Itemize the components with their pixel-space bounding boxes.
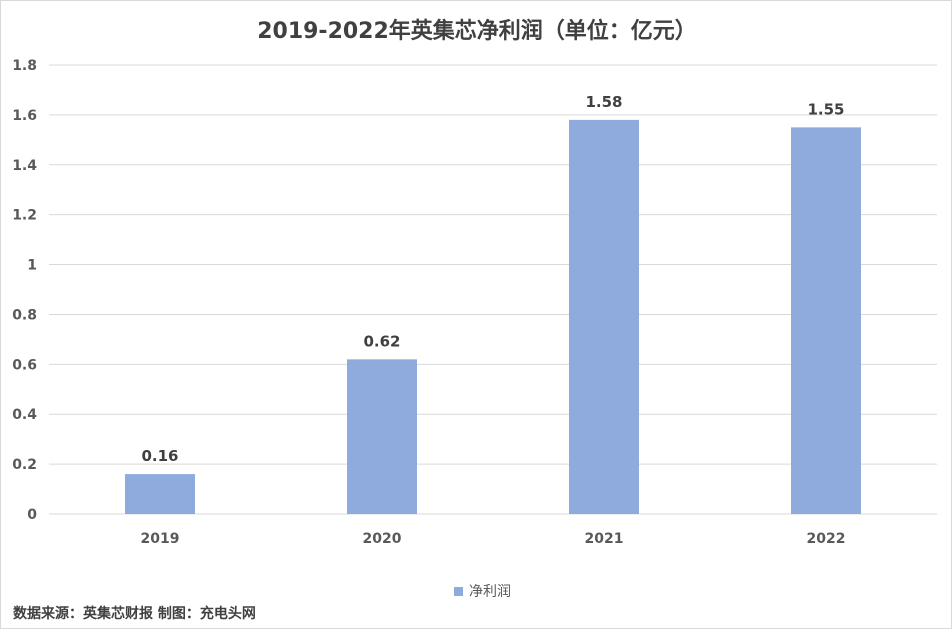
bar [791, 127, 861, 514]
y-tick-label: 1.6 [12, 108, 37, 124]
data-label: 1.58 [585, 93, 622, 111]
bar [569, 119, 639, 514]
y-tick-label: 1 [27, 258, 37, 274]
data-label: 0.16 [141, 447, 178, 465]
data-label: 0.62 [363, 332, 400, 350]
x-tick-label: 2021 [585, 531, 624, 547]
y-tick-label: 0.2 [12, 457, 37, 473]
y-axis-ticks: 0 0.2 0.4 0.6 0.8 1 1.2 1.4 1.6 1.8 [12, 58, 37, 523]
x-axis-ticks: 2019 2020 2021 2022 [141, 531, 846, 547]
legend-swatch [454, 586, 463, 596]
legend: 净利润 [454, 581, 511, 601]
y-tick-label: 0.6 [12, 357, 37, 373]
y-tick-label: 1.4 [12, 158, 37, 174]
y-tick-label: 1.8 [12, 58, 37, 74]
legend-label: 净利润 [469, 584, 511, 600]
source-note: 数据来源：英集芯财报 制图：充电头网 [13, 606, 256, 622]
data-label: 1.55 [807, 100, 844, 118]
bar [347, 359, 417, 514]
gridlines [49, 64, 937, 515]
y-tick-label: 1.2 [12, 208, 37, 224]
chart-title: 2019-2022年英集芯净利润（单位：亿元） [257, 19, 697, 44]
bar [125, 474, 195, 514]
x-tick-label: 2020 [363, 531, 402, 547]
y-tick-label: 0.4 [12, 407, 37, 423]
y-tick-label: 0 [27, 507, 37, 523]
data-labels: 0.16 0.62 1.58 1.55 [141, 93, 844, 465]
x-tick-label: 2019 [141, 531, 180, 547]
bars [125, 119, 861, 514]
x-tick-label: 2022 [807, 531, 846, 547]
y-tick-label: 0.8 [12, 307, 37, 323]
